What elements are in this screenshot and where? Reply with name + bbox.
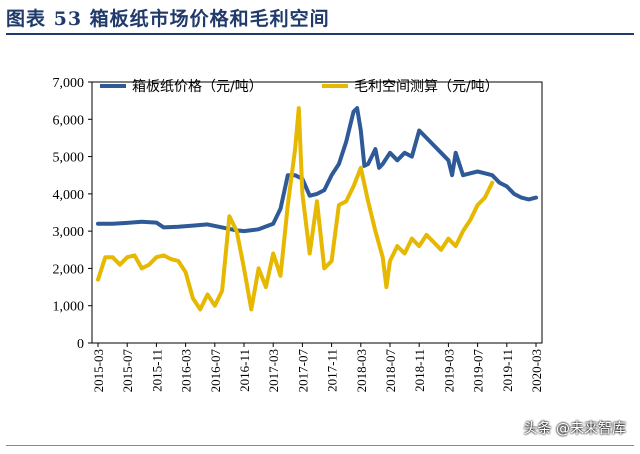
series-layer (96, 106, 538, 312)
legend-label: 箱板纸价格（元/吨） (132, 79, 263, 95)
x-tick-label: 2018-03 (354, 349, 369, 392)
title-bar: 图表 53 箱板纸市场价格和毛利空间 (0, 0, 640, 38)
x-tick-label: 2017-07 (295, 349, 310, 393)
x-tick-label: 2017-03 (266, 349, 281, 392)
y-tick-label: 1,000 (53, 300, 85, 315)
x-tick-label: 2015-11 (149, 349, 164, 392)
x-tick-label: 2016-07 (208, 349, 223, 393)
x-tick-label: 2020-03 (529, 349, 544, 392)
x-axis: 2015-03 2015-07 2015-11 2016-03 2016-07 2016-… (91, 343, 544, 392)
x-tick-label: 2016-03 (179, 349, 194, 392)
y-tick-label: 7,000 (53, 76, 85, 91)
y-tick-label: 6,000 (53, 113, 85, 128)
y-tick-label: 2,000 (53, 262, 85, 277)
y-axis: 0 1,000 2,000 3,000 4,000 5,000 6,000 7,000 (53, 76, 92, 352)
bottom-rule (6, 445, 634, 446)
legend-label: 毛利空间测算（元/吨） (354, 79, 499, 95)
series-line-margin (96, 106, 495, 312)
legend: 箱板纸价格（元/吨） 毛利空间测算（元/吨） (100, 79, 499, 95)
x-tick-label: 2016-11 (237, 349, 252, 392)
plot-border (91, 81, 543, 344)
x-tick-label: 2017-11 (325, 349, 340, 392)
x-tick-label: 2019-11 (500, 349, 515, 392)
y-tick-label: 3,000 (53, 225, 85, 240)
y-tick-label: 5,000 (53, 151, 85, 166)
x-tick-label: 2018-07 (383, 349, 398, 393)
x-tick-label: 2019-03 (441, 349, 456, 392)
x-tick-label: 2018-11 (412, 349, 427, 392)
watermark: 头条 @未来智库 (523, 421, 626, 437)
figure-title: 图表 53 箱板纸市场价格和毛利空间 (6, 8, 330, 30)
title-underline (6, 33, 634, 35)
plot-frame (91, 81, 543, 344)
x-tick-label: 2015-07 (120, 349, 135, 393)
y-tick-label: 0 (77, 337, 84, 352)
x-tick-label: 2015-03 (91, 349, 106, 392)
x-tick-label: 2019-07 (471, 349, 486, 393)
y-tick-label: 4,000 (53, 188, 85, 203)
series-line-price (96, 106, 538, 234)
